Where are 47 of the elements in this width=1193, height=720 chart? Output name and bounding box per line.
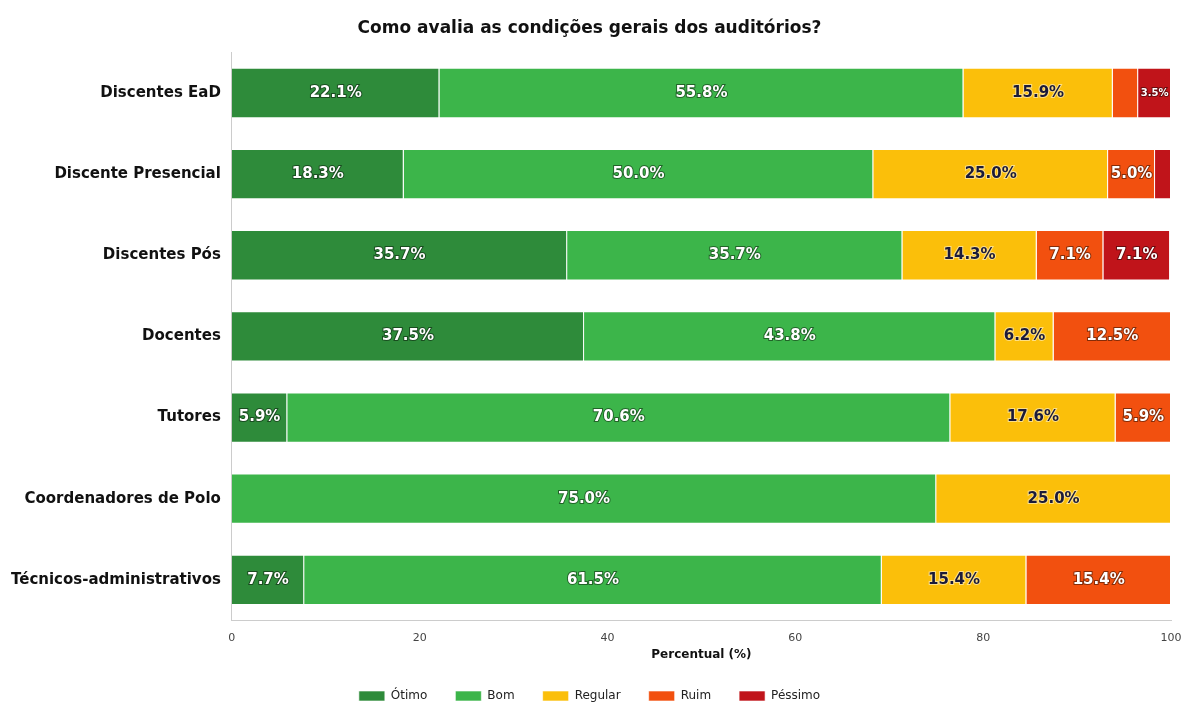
data-label: 15.9% <box>1012 82 1065 101</box>
data-label: 14.3% <box>943 245 996 264</box>
legend-label: Regular <box>574 688 621 703</box>
x-tick-label: 20 <box>412 630 427 644</box>
x-tick-label: 100 <box>1160 630 1182 644</box>
data-label: 3.5% <box>1140 86 1169 98</box>
data-label: 70.6% <box>592 407 645 426</box>
data-label: 50.0% <box>612 164 665 182</box>
data-label: 35.7% <box>708 245 761 264</box>
chart-title: Como avalia as condições gerais dos auditórios? <box>357 16 822 37</box>
data-label: 61.5% <box>566 569 619 588</box>
y-tick-label: Técnicos-administrativos <box>10 569 221 588</box>
legend-label: Ótimo <box>390 687 428 703</box>
data-label: 5.9% <box>238 407 281 426</box>
data-label: 15.4% <box>928 569 981 588</box>
legend-label: Péssimo <box>771 688 821 703</box>
data-label: 43.8% <box>763 326 816 345</box>
data-label: 6.2% <box>1003 326 1046 345</box>
data-label: 75.0% <box>558 488 611 507</box>
data-label: 25.0% <box>964 164 1017 182</box>
y-tick-label: Discentes EaD <box>100 82 221 101</box>
y-tick-label: Discente Presencial <box>54 164 221 182</box>
x-tick-label: 0 <box>228 630 236 644</box>
data-label: 5.9% <box>1122 407 1165 426</box>
data-label: 7.1% <box>1049 245 1091 264</box>
data-label: 55.8% <box>675 82 728 101</box>
y-tick-label: Tutores <box>157 407 221 426</box>
data-label: 15.4% <box>1072 569 1125 588</box>
x-tick-label: 40 <box>600 630 615 644</box>
y-tick-label: Coordenadores de Polo <box>24 488 221 507</box>
data-label: 18.3% <box>291 164 344 182</box>
data-label: 17.6% <box>1006 407 1059 426</box>
legend-label: Ruim <box>680 688 712 703</box>
data-label: 12.5% <box>1086 326 1139 345</box>
data-label: 7.7% <box>247 569 289 588</box>
x-tick-label: 60 <box>788 630 803 644</box>
y-tick-label: Discentes Pós <box>102 245 221 264</box>
data-label: 35.7% <box>373 245 426 264</box>
x-tick-label: 80 <box>976 630 991 644</box>
data-label: 22.1% <box>309 82 362 101</box>
data-label: 25.0% <box>1027 488 1080 507</box>
data-label: 5.0% <box>1110 164 1153 182</box>
legend-label: Bom <box>487 688 515 703</box>
data-label: 37.5% <box>381 326 434 345</box>
x-axis-title: Percentual (%) <box>651 646 752 661</box>
data-label: 7.1% <box>1115 245 1158 264</box>
y-tick-label: Docentes <box>142 326 221 345</box>
